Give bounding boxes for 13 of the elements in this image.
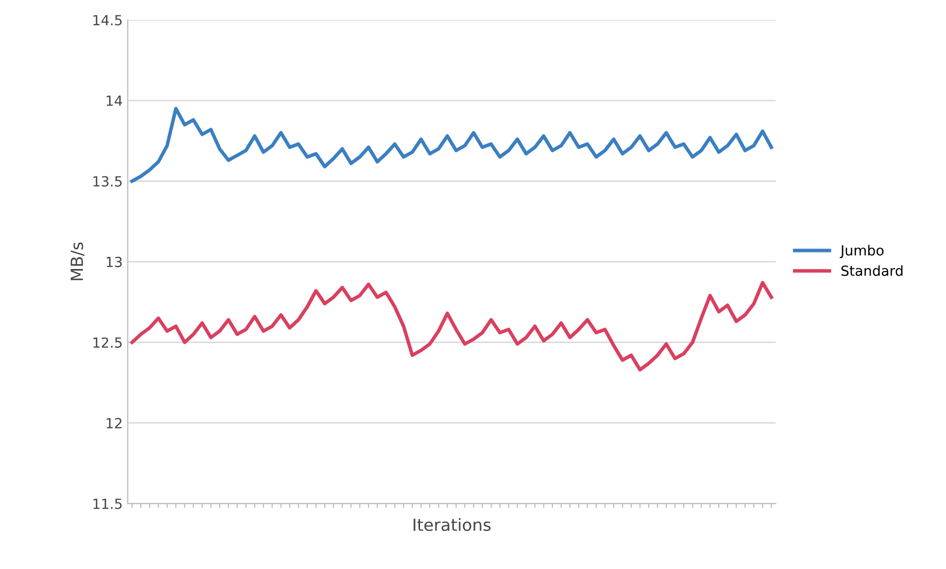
y-tick-label: 12 xyxy=(106,418,122,428)
x-axis-title: Iterations xyxy=(414,518,491,532)
y-tick-label: 14.5 xyxy=(93,15,122,26)
y-tick-label: 14 xyxy=(106,96,122,106)
y-tick-label: 11.5 xyxy=(93,498,122,510)
legend-label: Standard xyxy=(841,265,902,276)
y-axis-title: MB/s xyxy=(70,242,84,280)
y-tick-label: 13.5 xyxy=(93,176,122,187)
line-series xyxy=(130,106,774,183)
legend-label: Jumbo xyxy=(840,244,884,258)
y-tick-label: 12.5 xyxy=(93,337,122,348)
line-series xyxy=(130,280,774,372)
y-tick-label: 13 xyxy=(106,256,122,268)
